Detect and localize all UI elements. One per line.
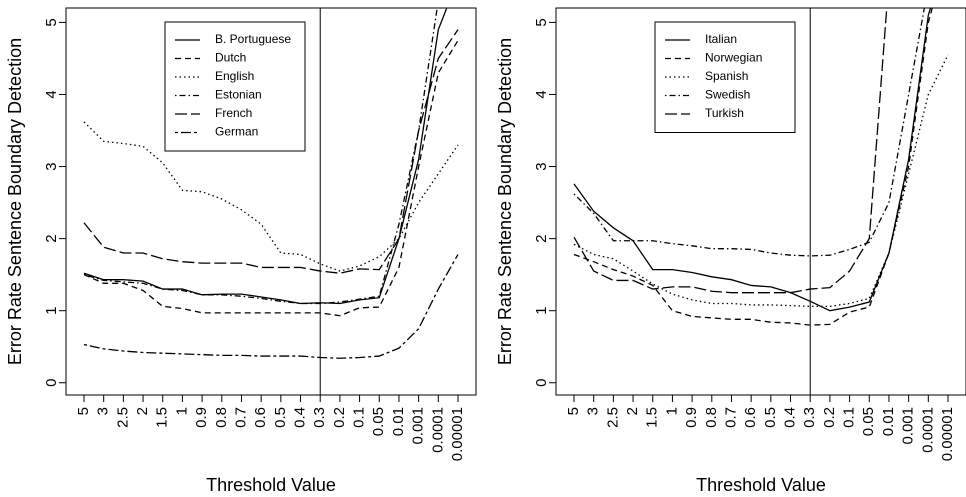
x-tick-label: 1.5 [644,407,661,428]
x-tick-label: 0.2 [331,407,348,428]
legend-label: Norwegian [705,51,762,65]
x-tick-label: 0.2 [821,407,838,428]
x-tick-label: 0.3 [311,407,328,428]
data-line [573,8,926,257]
data-line [83,8,438,305]
x-tick-label: 0.0001 [429,407,446,453]
x-tick-label: 3 [585,407,602,415]
data-line [573,8,888,294]
x-tick-label: 3 [95,407,112,415]
y-tick-label: 2 [43,234,60,242]
x-tick-label: 0.7 [722,407,739,428]
y-axis-label: Error Rate Sentence Boundary Detection [5,38,25,365]
y-tick-label: 1 [43,307,60,315]
x-tick-label: 1 [663,407,680,415]
x-tick-label: 0.1 [841,407,858,428]
x-tick-label: 0.0001 [919,407,936,453]
data-line [573,8,932,312]
x-tick-label: 2 [134,407,151,415]
legend-label: Spanish [705,69,748,83]
data-line [83,29,459,274]
plot-frame [555,7,966,396]
data-line [83,254,459,359]
legend-label: B. Portuguese [215,32,291,46]
x-tick-label: 0.05 [370,407,387,436]
y-tick-label: 4 [43,90,60,98]
x-tick-label: 0.8 [213,407,230,428]
y-tick-label: 3 [43,162,60,170]
x-tick-label: 0.00001 [449,407,466,461]
x-tick-label: 0.4 [781,407,798,428]
legend-label: Estonian [215,88,262,102]
x-tick-label: 0.5 [762,407,779,428]
y-tick-label: 5 [533,18,550,26]
x-tick-label: 5 [75,407,92,415]
x-tick-label: 0.8 [703,407,720,428]
series-group [83,8,459,359]
x-tick-label: 5 [565,407,582,415]
y-tick-label: 5 [43,18,60,26]
x-tick-label: 0.6 [252,407,269,428]
x-tick-label: 0.001 [900,407,917,445]
y-axis-label: Error Rate Sentence Boundary Detection [495,38,515,365]
x-tick-label: 2.5 [604,407,621,428]
x-tick-label: 0.1 [351,407,368,428]
x-tick-label: 0.00001 [939,407,956,461]
legend-label: Turkish [705,106,744,120]
x-axis-label: Threshold Value [206,475,336,495]
legend-label: Italian [705,32,737,46]
x-tick-label: 0.7 [232,407,249,428]
legend-label: Dutch [215,51,246,65]
x-tick-label: 1.5 [154,407,171,428]
x-tick-label: 0.05 [860,407,877,436]
x-tick-label: 0.001 [410,407,427,445]
legend-label: English [215,69,254,83]
x-tick-label: 0.9 [193,407,210,428]
plot-frame [65,7,477,396]
legend-label: French [215,106,252,120]
y-tick-label: 0 [43,379,60,387]
x-tick-label: 0.3 [801,407,818,428]
legend-label: Swedish [705,88,750,102]
y-tick-label: 0 [533,379,550,387]
data-line [83,8,448,305]
x-tick-label: 0.01 [880,407,897,436]
data-line [573,54,949,308]
series-group [573,8,949,326]
x-tick-label: 0.4 [291,407,308,428]
x-tick-label: 0.6 [742,407,759,428]
x-tick-label: 0.01 [390,407,407,436]
y-tick-label: 3 [533,162,550,170]
x-tick-label: 0.9 [683,407,700,428]
y-tick-label: 2 [533,234,550,242]
x-tick-label: 1 [173,407,190,415]
legend-box [164,21,306,152]
x-axis-label: Threshold Value [696,475,826,495]
x-tick-label: 2.5 [114,407,131,428]
legend-label: German [215,125,258,139]
x-tick-label: 0.5 [272,407,289,428]
x-tick-label: 2 [624,407,641,415]
y-tick-label: 1 [533,307,550,315]
data-line [83,40,459,317]
y-tick-label: 4 [533,90,550,98]
